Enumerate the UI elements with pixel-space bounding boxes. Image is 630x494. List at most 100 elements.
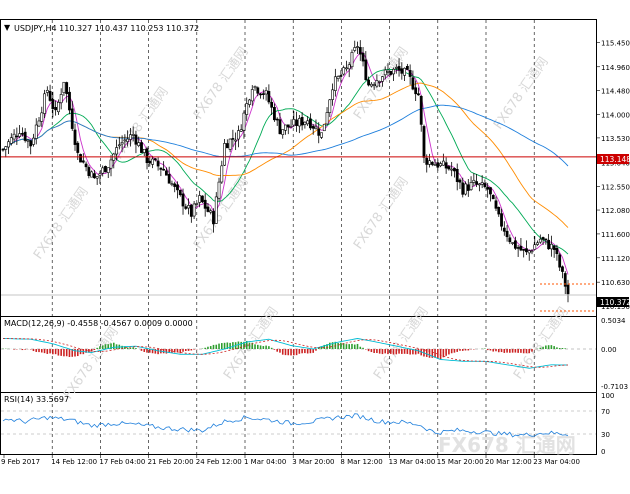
candle-body[interactable] [369,83,373,87]
candle-body[interactable] [356,46,359,48]
candle-body[interactable] [491,195,495,200]
candle-body[interactable] [400,68,404,74]
candle-body[interactable] [328,99,332,113]
candle-body[interactable] [505,230,509,238]
candle-body[interactable] [566,284,570,295]
candle-body[interactable] [1,148,5,151]
candle-body[interactable] [563,273,567,287]
candle-body[interactable] [430,161,434,165]
candle-body[interactable] [519,245,523,251]
candle-body[interactable] [98,173,102,176]
candle-body[interactable] [345,67,348,70]
candle-body[interactable] [245,103,249,115]
candle-body[interactable] [494,200,498,209]
candle-body[interactable] [450,168,454,171]
candle-body[interactable] [375,80,379,87]
candle-body[interactable] [81,160,85,163]
candle-body[interactable] [397,66,401,71]
candle-body[interactable] [286,124,290,128]
candle-body[interactable] [140,142,143,153]
candle-body[interactable] [303,121,307,125]
candle-body[interactable] [364,59,368,81]
candle-body[interactable] [417,93,420,96]
candle-body[interactable] [558,254,562,268]
candle-body[interactable] [455,168,459,182]
candle-body[interactable] [322,123,326,132]
candle-body[interactable] [51,99,55,110]
candle-body[interactable] [275,118,279,121]
candle-body[interactable] [439,163,442,167]
macd-panel[interactable] [0,316,597,393]
candle-body[interactable] [137,142,141,146]
candle-body[interactable] [248,99,251,105]
candle-body[interactable] [162,168,166,171]
candle-body[interactable] [497,207,501,215]
candle-body[interactable] [414,87,418,95]
candle-body[interactable] [45,90,49,93]
candle-body[interactable] [547,239,551,250]
candle-body[interactable] [361,52,365,62]
candle-body[interactable] [441,160,445,166]
candle-body[interactable] [472,179,476,183]
candle-body[interactable] [192,203,196,217]
candle-body[interactable] [37,120,41,127]
candle-body[interactable] [331,89,334,100]
candle-body[interactable] [447,166,451,170]
candle-body[interactable] [389,71,393,75]
candle-body[interactable] [176,184,179,191]
candle-body[interactable] [234,139,238,142]
candle-body[interactable] [480,182,484,185]
candle-body[interactable] [117,144,121,147]
candle-body[interactable] [489,187,492,195]
candle-body[interactable] [267,91,271,103]
candle-body[interactable] [148,160,152,164]
candle-body[interactable] [56,102,60,113]
candle-body[interactable] [123,139,127,142]
candle-body[interactable] [242,112,246,131]
candle-body[interactable] [239,129,243,132]
candle-body[interactable] [223,143,226,166]
candle-body[interactable] [92,173,96,179]
candle-body[interactable] [59,94,63,104]
candlesticks[interactable] [1,40,570,303]
candle-body[interactable] [530,250,534,253]
candle-body[interactable] [34,124,38,139]
candle-body[interactable] [403,67,406,76]
price-panel[interactable] [0,19,597,317]
candle-body[interactable] [225,143,229,149]
candle-body[interactable] [461,182,465,195]
candle-body[interactable] [342,67,346,75]
candle-body[interactable] [29,140,33,147]
candle-body[interactable] [153,158,157,161]
candle-body[interactable] [101,167,105,174]
candle-body[interactable] [314,126,318,130]
candle-body[interactable] [464,183,467,195]
candle-body[interactable] [466,184,470,191]
candle-body[interactable] [23,131,27,141]
candle-body[interactable] [500,213,503,227]
candle-body[interactable] [297,118,301,127]
candle-body[interactable] [84,163,88,168]
candle-body[interactable] [536,242,539,245]
candle-body[interactable] [309,118,312,129]
candle-body[interactable] [281,129,285,135]
candle-body[interactable] [295,119,298,126]
candle-body[interactable] [306,120,310,125]
candle-body[interactable] [43,93,46,114]
candle-body[interactable] [95,176,99,179]
candle-body[interactable] [513,240,517,249]
candle-body[interactable] [76,142,80,153]
candle-body[interactable] [538,238,542,243]
candle-body[interactable] [273,107,276,121]
candle-body[interactable] [386,70,390,73]
candle-body[interactable] [325,112,329,125]
candle-body[interactable] [4,146,8,150]
candle-body[interactable] [228,138,232,150]
candle-body[interactable] [428,160,431,165]
candle-body[interactable] [270,101,274,108]
candle-body[interactable] [70,108,74,129]
candle-body[interactable] [259,93,262,96]
candle-body[interactable] [383,69,387,76]
candle-body[interactable] [145,148,149,164]
